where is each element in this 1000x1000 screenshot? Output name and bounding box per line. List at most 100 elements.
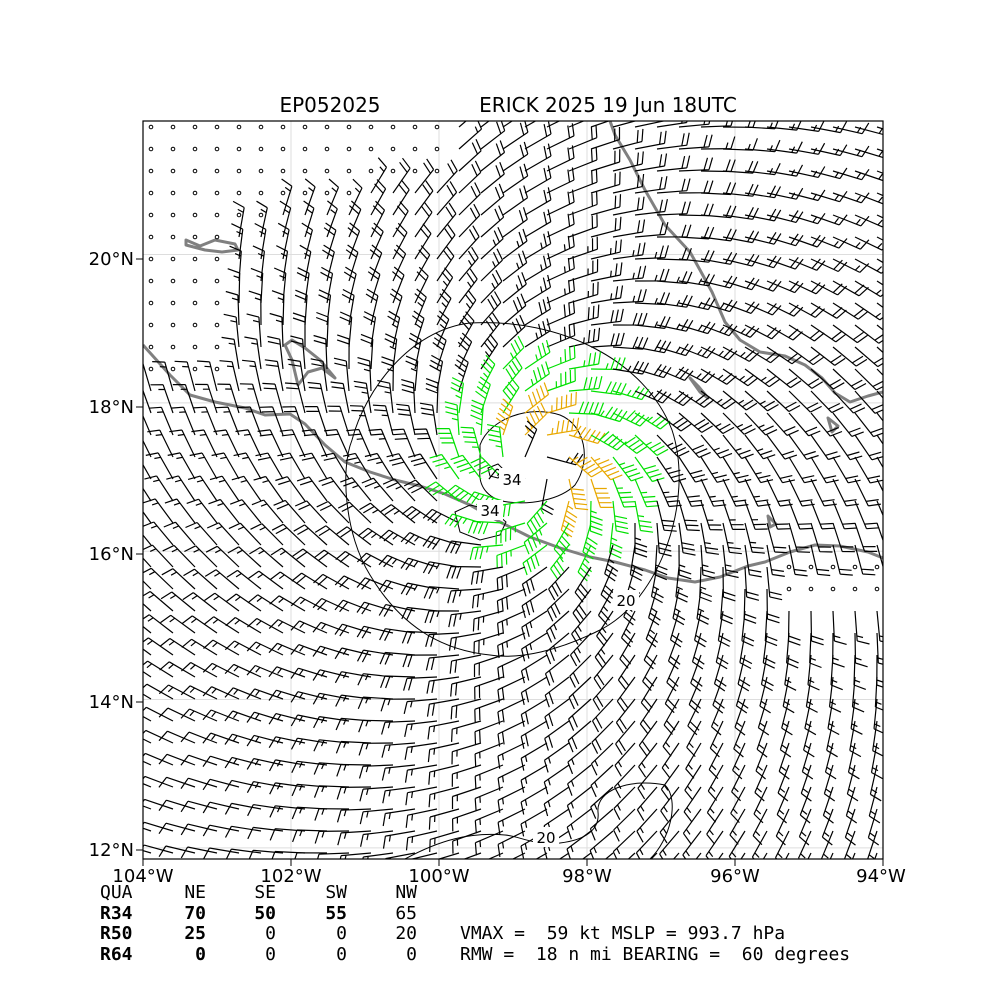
storm-name-time-title: ERICK 2025 19 Jun 18UTC xyxy=(479,93,737,117)
wind-barb xyxy=(282,406,306,436)
wind-barb xyxy=(158,799,196,811)
wind-barb xyxy=(854,236,883,251)
wind-barb xyxy=(568,281,599,304)
wind-barb xyxy=(474,786,504,812)
wind-barb xyxy=(497,632,526,659)
wind-barb xyxy=(454,354,469,392)
wind-barb xyxy=(678,273,716,287)
wind-barb xyxy=(616,676,636,712)
wind-barb xyxy=(382,808,416,827)
wind-barb xyxy=(546,145,575,172)
wind-barb xyxy=(775,808,790,846)
calm-wind-marker xyxy=(412,124,418,130)
wind-barb xyxy=(360,333,374,370)
wind-barb xyxy=(180,708,218,722)
wind-barb xyxy=(612,434,648,454)
wind-barb xyxy=(143,498,174,524)
wind-barb xyxy=(569,632,592,667)
wind-barb xyxy=(307,381,328,414)
wind-barb xyxy=(458,289,477,326)
wind-barb xyxy=(268,759,306,772)
wind-barb xyxy=(832,324,868,344)
wind-barb xyxy=(392,266,405,304)
wind-barb xyxy=(854,302,883,321)
wind-barb xyxy=(359,808,394,825)
wind-barb xyxy=(634,292,671,306)
calm-wind-marker xyxy=(214,322,220,328)
wind-barb xyxy=(568,214,598,238)
wind-barb xyxy=(832,456,861,484)
wind-barb xyxy=(788,346,824,366)
wind-barb xyxy=(832,500,857,530)
calm-wind-marker xyxy=(302,124,308,130)
wind-barb xyxy=(733,720,746,758)
wind-barb xyxy=(569,654,592,688)
calm-wind-marker xyxy=(170,344,176,350)
wind-barb xyxy=(316,852,350,859)
wind-barb xyxy=(143,827,152,832)
calm-wind-marker xyxy=(236,124,242,130)
wind-barb xyxy=(612,173,645,194)
wind-barb xyxy=(546,189,575,216)
wind-barb xyxy=(590,786,614,819)
wind-barb xyxy=(656,318,694,332)
calm-wind-marker xyxy=(412,168,418,174)
wind-barb xyxy=(356,552,394,568)
wind-barb xyxy=(876,412,883,422)
wind-barb xyxy=(656,390,693,407)
wind-barb xyxy=(284,382,306,414)
wind-barb xyxy=(502,335,525,370)
wind-barb xyxy=(304,178,316,216)
wind-barb xyxy=(854,192,883,205)
wind-barb xyxy=(566,830,592,859)
wind-barb xyxy=(687,698,702,736)
wind-barb xyxy=(678,226,715,240)
wind-barb xyxy=(722,500,746,530)
wind-barb xyxy=(511,852,526,859)
wind-barb xyxy=(634,412,671,430)
wind-barb xyxy=(728,830,746,859)
wind-barb xyxy=(339,852,372,859)
wind-barb xyxy=(269,595,306,612)
calm-wind-marker xyxy=(192,256,198,262)
calm-wind-marker xyxy=(148,190,154,196)
wind-barb xyxy=(372,404,394,436)
wind-barb xyxy=(160,591,196,612)
wind-barb xyxy=(766,566,783,601)
wind-barb xyxy=(766,368,802,389)
calm-wind-marker xyxy=(324,124,330,130)
wind-barb xyxy=(193,406,218,436)
wind-barb xyxy=(568,259,599,282)
wind-barb xyxy=(832,368,867,391)
calm-wind-marker xyxy=(324,168,330,174)
x-tick-label: 94°W xyxy=(856,866,906,887)
wind-barb xyxy=(405,808,438,828)
wind-barb xyxy=(444,401,460,436)
wind-barb xyxy=(572,588,592,624)
wind-barb xyxy=(202,778,240,791)
calm-wind-marker xyxy=(874,586,880,592)
wind-barb xyxy=(678,346,716,359)
wind-barb xyxy=(612,500,629,535)
wind-barb xyxy=(744,231,782,245)
wind-barb xyxy=(340,477,372,502)
wind-barb xyxy=(458,160,482,194)
wind-barb xyxy=(678,478,705,507)
wind-barb xyxy=(425,654,460,671)
wind-barb xyxy=(290,737,328,750)
wind-barb xyxy=(180,846,218,859)
wind-barb xyxy=(700,275,738,289)
wind-barb xyxy=(524,339,551,370)
y-tick-label: 18°N xyxy=(89,397,134,418)
wind-barb xyxy=(314,525,350,546)
wind-barb xyxy=(764,610,778,647)
wind-barb xyxy=(402,654,438,668)
wind-barb xyxy=(342,452,372,480)
wind-barb xyxy=(470,457,504,480)
wind-barb xyxy=(634,389,672,404)
wind-barb xyxy=(235,429,262,458)
wind-barb xyxy=(404,742,438,760)
wind-barb xyxy=(446,565,482,579)
wind-barb xyxy=(296,476,328,502)
calm-wind-marker xyxy=(346,168,352,174)
